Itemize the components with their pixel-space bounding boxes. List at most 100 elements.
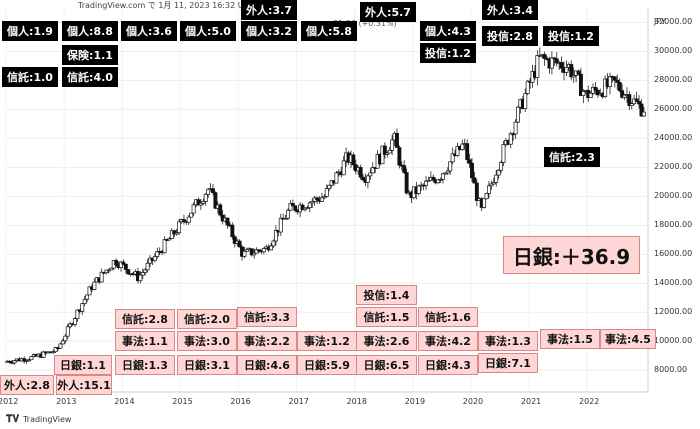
- candle-body: [615, 79, 620, 83]
- dark-label: 外人:3.4: [482, 0, 538, 20]
- y-tick-label: 8000.00: [654, 365, 688, 375]
- pink-label: 外人:15.1: [56, 375, 112, 395]
- candle-body: [436, 179, 441, 184]
- candle-body: [82, 298, 87, 304]
- candle-body: [75, 309, 80, 319]
- pink-label: 日銀:5.9: [297, 355, 357, 375]
- candle-body: [172, 230, 177, 235]
- candle-body: [482, 198, 487, 208]
- candle-body: [12, 360, 17, 364]
- candle-body: [119, 261, 123, 268]
- candle-body: [620, 90, 625, 98]
- dark-label: 個人:8.8: [62, 21, 118, 41]
- pink-label: 事法:1.2: [297, 331, 357, 351]
- candle-body: [114, 260, 119, 266]
- candle-body: [588, 92, 593, 99]
- candle-body: [491, 182, 496, 185]
- candle-body: [315, 197, 320, 200]
- candle-body: [496, 169, 501, 176]
- x-tick-label: 2015: [172, 397, 193, 406]
- candle-body: [104, 269, 109, 274]
- candle-body: [63, 335, 68, 342]
- candle-body: [380, 145, 385, 165]
- candle-body: [448, 161, 453, 172]
- candle-body: [169, 230, 174, 239]
- candle-body: [254, 249, 259, 254]
- candle-body: [552, 57, 557, 60]
- candle-body: [535, 55, 540, 78]
- candle-body: [293, 205, 298, 211]
- candle-body: [445, 170, 450, 174]
- y-tick-label: 12000.00: [654, 307, 693, 317]
- candle-body: [554, 58, 559, 64]
- x-tick-label: 2013: [56, 397, 77, 406]
- candle-body: [612, 76, 617, 81]
- candle-body: [80, 303, 85, 312]
- pink-label: 信託:1.6: [418, 307, 478, 327]
- candle-body: [305, 207, 310, 210]
- candle-body: [218, 204, 223, 216]
- candle-body: [126, 269, 131, 275]
- candle-body: [211, 188, 215, 193]
- pink-label: 信託:3.3: [237, 307, 297, 327]
- candle-body: [319, 197, 324, 202]
- pink-label: 事法:1.1: [115, 331, 175, 351]
- candle-body: [206, 188, 211, 195]
- y-tick-label: 20000.00: [654, 191, 693, 201]
- candle-body: [416, 185, 421, 194]
- candle-body: [634, 98, 639, 102]
- candle-body: [387, 149, 392, 154]
- candle-body: [467, 159, 472, 164]
- candle-body: [145, 262, 150, 271]
- candle-body: [41, 351, 46, 358]
- dark-label: 個人:4.3: [420, 21, 476, 41]
- pink-label: 信託:2.0: [177, 309, 237, 329]
- candle-body: [361, 176, 366, 181]
- candle-body: [244, 249, 249, 252]
- pink-label: 日銀:4.6: [237, 355, 297, 375]
- candle-body: [155, 251, 160, 257]
- candle-body: [508, 133, 513, 145]
- boj-total-label: 日銀:＋36.9: [503, 236, 640, 274]
- dark-label: 信託:2.3: [544, 147, 600, 167]
- candle-body: [225, 217, 230, 226]
- dark-label: 個人:3.6: [121, 21, 177, 41]
- candle-body: [595, 89, 600, 96]
- dark-label: 信託:1.0: [2, 67, 58, 87]
- candle-body: [68, 323, 73, 328]
- price-unit-label: JPY: [654, 17, 666, 26]
- pink-label: 事法:4.5: [600, 329, 656, 349]
- candle-body: [92, 281, 97, 290]
- candle-body: [431, 176, 436, 181]
- x-tick-label: 2016: [230, 397, 251, 406]
- y-tick-label: 26000.00: [654, 104, 693, 114]
- candle-body: [404, 172, 409, 194]
- candle-body: [593, 86, 598, 91]
- candle-body: [365, 175, 370, 183]
- dark-label: 個人:1.9: [2, 21, 58, 41]
- candle-body: [213, 192, 218, 209]
- candle-body: [470, 162, 474, 179]
- candle-body: [516, 106, 520, 123]
- pink-label: 日銀:3.1: [177, 355, 237, 375]
- x-tick-label: 2017: [288, 397, 309, 406]
- candle-body: [278, 217, 283, 233]
- candle-body: [261, 248, 266, 253]
- candle-body: [198, 202, 203, 206]
- candle-body: [622, 94, 627, 98]
- candle-body: [441, 173, 445, 180]
- pink-label: 外人:2.8: [0, 375, 54, 395]
- candle-body: [450, 153, 455, 163]
- candle-body: [167, 238, 172, 241]
- candle-body: [121, 261, 126, 265]
- dark-label: 投信:1.2: [420, 43, 476, 63]
- dark-label: 個人:5.0: [180, 21, 236, 41]
- candle-body: [143, 269, 148, 273]
- candle-body: [99, 271, 104, 283]
- y-tick-label: 24000.00: [654, 133, 693, 143]
- candle-body: [300, 204, 305, 211]
- candle-body: [237, 240, 242, 248]
- candle-body: [60, 340, 65, 345]
- candle-body: [7, 360, 12, 363]
- dark-label: 外人:3.7: [241, 0, 297, 20]
